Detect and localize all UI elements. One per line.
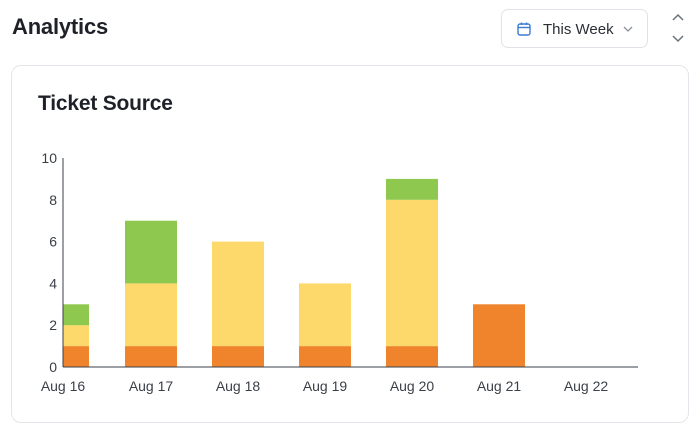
x-tick-label: Aug 16 (41, 378, 86, 394)
chevron-up-icon[interactable] (671, 12, 685, 22)
page-title: Analytics (12, 14, 109, 39)
y-tick-label: 8 (49, 192, 57, 208)
bar-segment-3 (63, 304, 89, 326)
bar-segment-1 (125, 346, 177, 367)
x-tick-label: Aug 19 (303, 378, 348, 394)
x-tick-label: Aug 21 (477, 378, 522, 394)
x-tick-label: Aug 17 (129, 378, 174, 394)
scroll-arrows[interactable] (671, 12, 685, 48)
chevron-down-icon (623, 26, 633, 32)
x-tick-label: Aug 18 (216, 378, 261, 394)
y-tick-label: 10 (41, 150, 57, 166)
date-range-select[interactable]: This Week (501, 9, 648, 48)
x-tick-label: Aug 20 (390, 378, 435, 394)
calendar-icon (517, 22, 531, 36)
y-tick-label: 2 (49, 317, 57, 333)
chevron-down-icon[interactable] (671, 34, 685, 44)
x-tick-label: Aug 22 (564, 378, 609, 394)
card-title: Ticket Source (38, 92, 173, 115)
bar-segment-3 (386, 178, 438, 200)
y-tick-label: 0 (49, 359, 57, 375)
bar-segment-1 (473, 304, 525, 367)
bar-segment-1 (63, 346, 89, 367)
bar-segment-2 (386, 199, 438, 347)
y-tick-label: 4 (49, 275, 57, 291)
bar-segment-2 (212, 241, 264, 347)
bar-segment-2 (63, 325, 89, 347)
bar-segment-2 (125, 283, 177, 347)
bar-segment-1 (386, 346, 438, 367)
y-tick-label: 6 (49, 234, 57, 250)
date-range-label: This Week (543, 21, 614, 38)
bar-segment-2 (299, 283, 351, 347)
bar-segment-1 (212, 346, 264, 367)
bar-segment-1 (299, 346, 351, 367)
bar-segment-3 (125, 220, 177, 284)
